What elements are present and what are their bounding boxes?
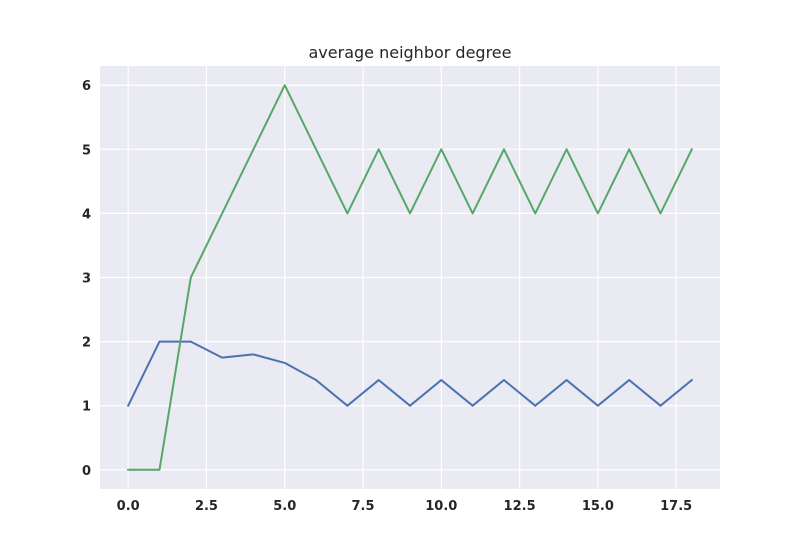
x-tick-label: 7.5	[352, 499, 375, 514]
y-tick-label: 0	[82, 464, 91, 479]
x-tick-label: 2.5	[195, 499, 218, 514]
chart-title: average neighbor degree	[309, 43, 512, 62]
x-tick-label: 15.0	[582, 499, 614, 514]
x-tick-label: 0.0	[117, 499, 140, 514]
y-tick-label: 3	[82, 272, 91, 287]
series-lines	[126, 84, 694, 471]
x-tick-label: 12.5	[504, 499, 536, 514]
series-line-1	[126, 340, 694, 408]
y-axis-ticks: 0 1 2 3 4 5 6	[82, 79, 91, 479]
series-line-2	[127, 84, 694, 471]
y-tick-label: 2	[82, 336, 91, 351]
x-tick-label: 17.5	[660, 499, 692, 514]
y-tick-label: 1	[82, 400, 91, 415]
y-tick-label: 4	[82, 207, 91, 222]
y-tick-label: 6	[82, 79, 91, 94]
x-tick-label: 10.0	[425, 499, 457, 514]
y-tick-label: 5	[82, 143, 91, 158]
x-axis-ticks: 0.0 2.5 5.0 7.5 10.0 12.5 15.0 17.5	[117, 499, 693, 514]
x-tick-label: 5.0	[273, 499, 296, 514]
